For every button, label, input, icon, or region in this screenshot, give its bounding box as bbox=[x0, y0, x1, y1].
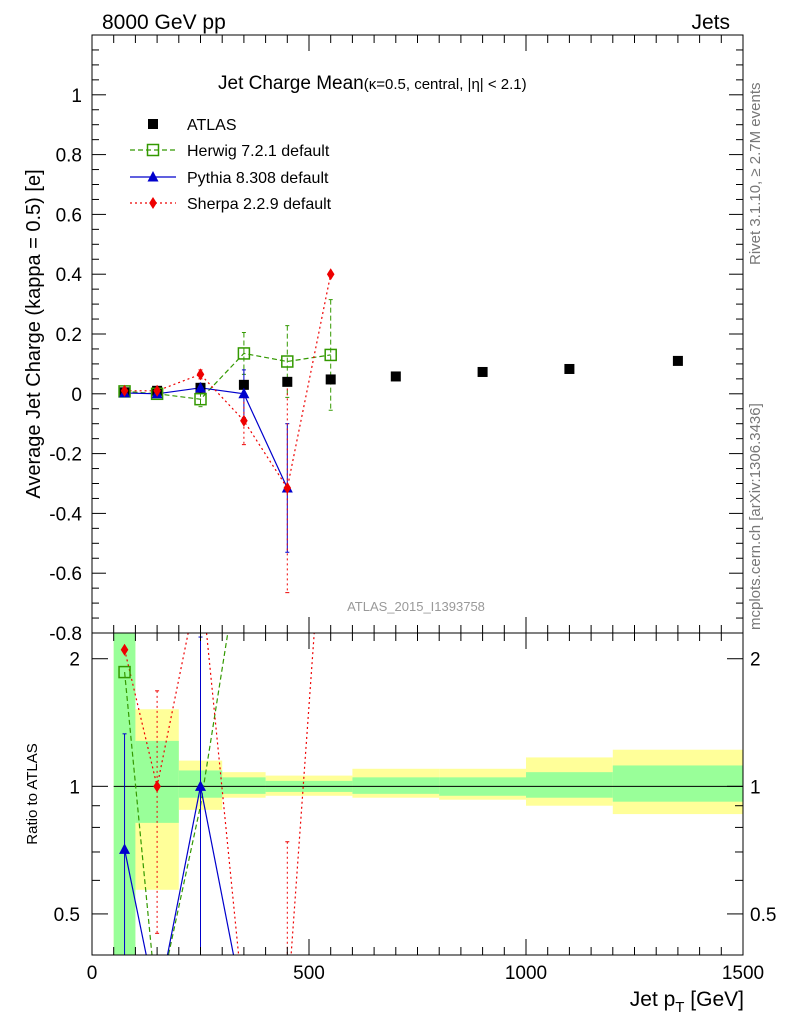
x-axis-label-sub: T bbox=[675, 999, 684, 1016]
x-tick-label: 500 bbox=[293, 963, 325, 984]
main-line-sherpa bbox=[124, 274, 332, 490]
x-axis-label: Jet pT [GeV] bbox=[630, 988, 744, 1016]
main-ytick-label: -0.6 bbox=[49, 564, 82, 585]
ratio-ytick-label-right: 0.5 bbox=[750, 905, 776, 926]
main-title-text: Jet Charge Mean bbox=[218, 73, 364, 94]
ratio-band-inner-3 bbox=[222, 777, 266, 794]
ratio-ytick-label-right: 1 bbox=[750, 777, 761, 798]
main-point-herwig-2 bbox=[194, 392, 207, 406]
ratio-ytick-label-left: 0.5 bbox=[54, 905, 80, 926]
ratio-band-inner-6 bbox=[352, 777, 440, 794]
legend-label-herwig: Herwig 7.2.1 default bbox=[187, 143, 330, 160]
x-axis-label-main: Jet p bbox=[630, 988, 676, 1011]
main-title: Jet Charge Mean(κ=0.5, central, |η| < 2.… bbox=[218, 73, 527, 94]
legend: ATLAS Herwig 7.2.1 default Pythia 8.308 de… bbox=[130, 117, 332, 213]
main-ylabel: Average Jet Charge (kappa = 0.5) [e] bbox=[23, 169, 45, 498]
x-tick-label: 1000 bbox=[505, 963, 547, 984]
main-point-sherpa-3 bbox=[240, 414, 248, 427]
ratio-ytick-label-right: 2 bbox=[750, 650, 761, 671]
main-ytick-label: 1 bbox=[71, 86, 82, 107]
main-point-sherpa-1 bbox=[153, 384, 161, 397]
ratio-band-inner-8 bbox=[526, 772, 613, 798]
ratio-axis-ticks: 0.5 0.5 1 1 2 2 0 500 1000 1500 bbox=[54, 633, 776, 984]
main-subtitle-text: (κ=0.5, central, |η| < 2.1) bbox=[364, 76, 527, 93]
main-point-data-7 bbox=[477, 366, 488, 377]
main-point-sherpa-0 bbox=[120, 384, 129, 397]
main-ytick-label: 0.4 bbox=[56, 265, 83, 286]
main-ytick-label: 0.2 bbox=[56, 325, 82, 346]
analysis-watermark: ATLAS_2015_I1393758 bbox=[347, 599, 485, 614]
legend-marker-herwig bbox=[146, 143, 160, 157]
main-series-layer bbox=[118, 268, 683, 594]
ratio-line-herwig bbox=[124, 633, 229, 955]
x-tick-label: 0 bbox=[87, 963, 98, 984]
main-point-data-8 bbox=[564, 363, 575, 374]
main-point-herwig-5 bbox=[324, 348, 337, 362]
legend-label-sherpa: Sherpa 2.2.9 default bbox=[187, 196, 332, 213]
main-point-herwig-4 bbox=[281, 355, 294, 368]
main-point-data-3 bbox=[238, 379, 249, 390]
ratio-point-herwig-0 bbox=[118, 665, 131, 679]
main-ytick-label: -0.8 bbox=[49, 624, 82, 645]
main-point-data-4 bbox=[282, 376, 293, 387]
ratio-line-pythia bbox=[124, 786, 235, 955]
main-ytick-label: -0.2 bbox=[49, 445, 82, 466]
main-point-sherpa-5 bbox=[326, 268, 335, 281]
legend-marker-sherpa bbox=[149, 197, 157, 209]
ratio-band-inner-9 bbox=[612, 765, 743, 802]
ratio-point-pythia-0 bbox=[119, 843, 131, 854]
main-ytick-label: 0.6 bbox=[56, 205, 82, 226]
main-point-pythia-3 bbox=[238, 387, 250, 399]
ratio-series-layer bbox=[113, 633, 743, 955]
header-energy: 8000 GeV pp bbox=[102, 11, 226, 34]
x-tick-label: 1500 bbox=[722, 963, 764, 984]
mcplots-label: mcplots.cern.ch [arXiv:1306.3436] bbox=[747, 403, 764, 630]
rivet-label: Rivet 3.1.10, ≥ 2.7M events bbox=[747, 83, 764, 266]
legend-marker-data bbox=[148, 119, 158, 129]
x-axis-label-unit: [GeV] bbox=[684, 988, 744, 1011]
main-point-data-5 bbox=[325, 374, 336, 385]
main-point-herwig-3 bbox=[237, 347, 251, 360]
main-ytick-label: -0.4 bbox=[49, 504, 82, 525]
ratio-point-sherpa-0 bbox=[120, 643, 129, 656]
ratio-point-sherpa-1 bbox=[153, 780, 161, 793]
legend-label-pythia: Pythia 8.308 default bbox=[187, 170, 329, 187]
main-ytick-label: 0 bbox=[71, 385, 82, 406]
ratio-line-sherpa bbox=[124, 633, 315, 955]
header-category: Jets bbox=[691, 11, 730, 34]
main-point-pythia-2 bbox=[195, 381, 206, 393]
legend-marker-pythia bbox=[147, 171, 159, 182]
main-point-sherpa-4 bbox=[283, 481, 292, 494]
ratio-ylabel: Ratio to ATLAS bbox=[24, 743, 41, 844]
legend-label-data: ATLAS bbox=[187, 117, 237, 134]
main-point-sherpa-2 bbox=[196, 368, 205, 381]
ratio-ytick-label-left: 1 bbox=[69, 777, 80, 798]
main-point-data-6 bbox=[390, 371, 401, 382]
main-point-data-9 bbox=[672, 355, 683, 366]
ratio-ytick-label-left: 2 bbox=[69, 650, 80, 671]
ratio-point-pythia-1 bbox=[195, 780, 206, 791]
main-axis-ticks: -0.8 -0.6 -0.4 -0.2 0 0.2 0.4 0.6 0.8 1 bbox=[49, 34, 744, 645]
main-ytick-label: 0.8 bbox=[56, 146, 82, 167]
